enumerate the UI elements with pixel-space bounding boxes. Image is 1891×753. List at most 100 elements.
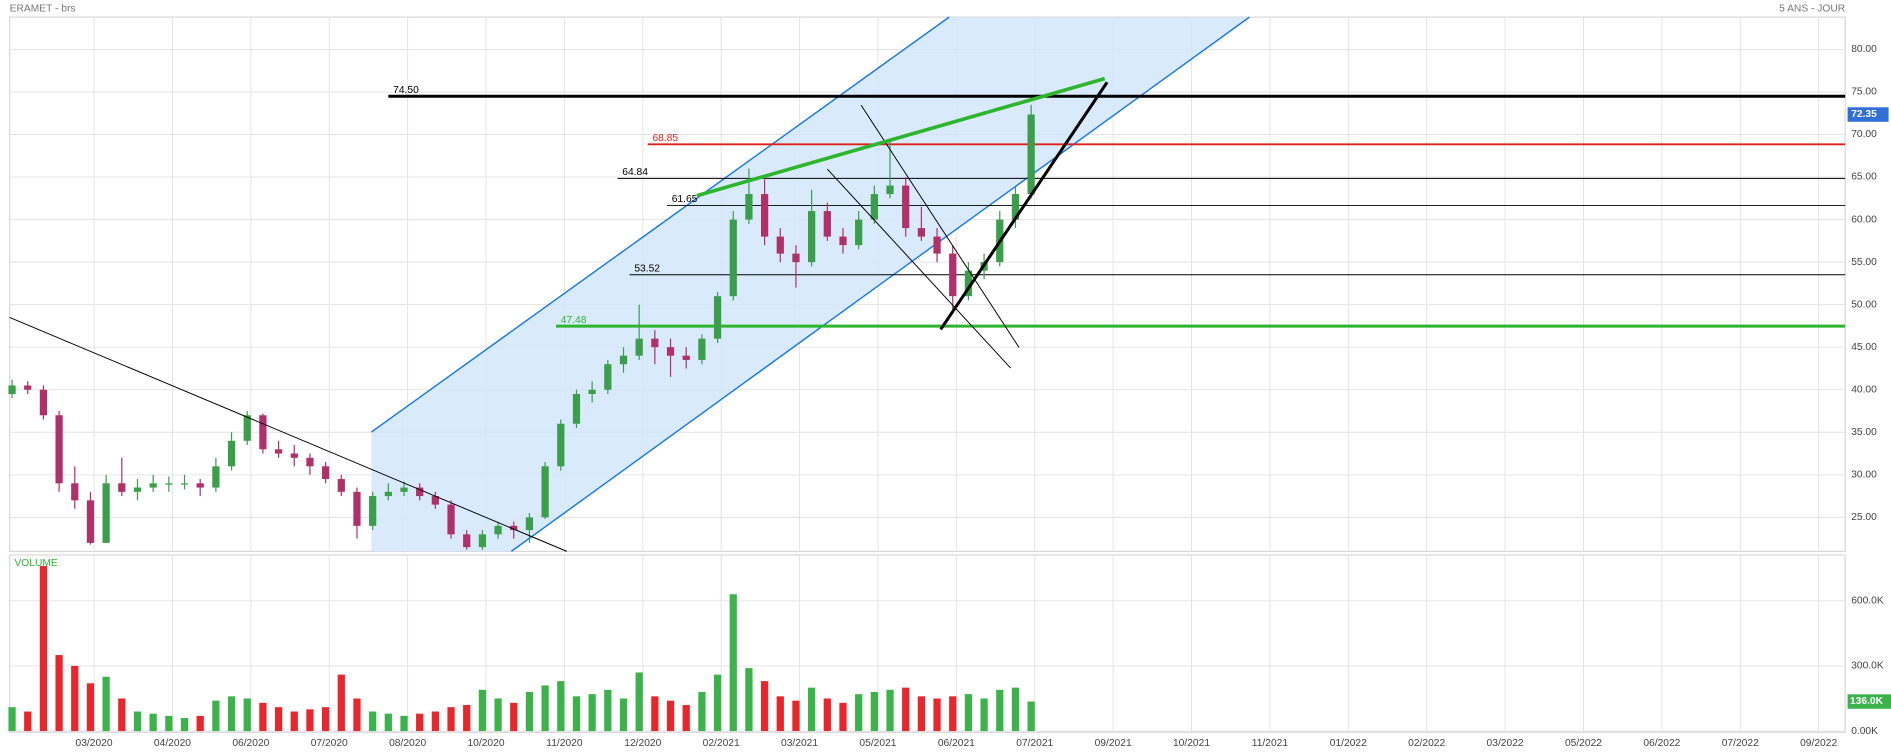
level-label: 47.48 — [561, 315, 587, 326]
trend-line — [939, 81, 1109, 331]
trend-line — [9, 316, 568, 552]
volume-bar — [494, 698, 502, 732]
candle-body — [384, 491, 392, 497]
volume-bar — [996, 689, 1004, 732]
candle-body — [306, 457, 314, 467]
x-tick-label: 02/2022 — [1408, 738, 1445, 749]
volume-bar — [102, 676, 110, 732]
volume-bar — [964, 694, 973, 732]
volume-bar — [478, 689, 487, 732]
volume-bar — [588, 694, 596, 732]
price-badge-label: 72.35 — [1851, 109, 1877, 120]
volume-bar — [24, 711, 32, 732]
candle-body — [86, 500, 95, 543]
candle-body — [416, 487, 424, 497]
x-tick-label: 07/2021 — [1016, 738, 1053, 749]
y-tick-label: 55.00 — [1851, 257, 1877, 268]
volume-bar — [823, 698, 831, 732]
candle-body — [494, 525, 502, 535]
y-tick-label: 0.00K — [1851, 726, 1878, 737]
volume-bar — [71, 665, 79, 732]
y-tick-label: 80.00 — [1851, 44, 1877, 55]
candle-body — [196, 483, 204, 488]
candle-body — [102, 483, 110, 543]
level-label: 61.65 — [672, 194, 698, 205]
x-tick-label: 10/2021 — [1173, 738, 1210, 749]
candle-body — [839, 236, 847, 246]
x-tick-label: 03/2022 — [1487, 738, 1524, 749]
candle-body — [949, 253, 957, 297]
trend-line — [696, 76, 1106, 198]
chart-title: ERAMET - brs — [10, 3, 76, 14]
y-tick-label: 30.00 — [1851, 470, 1877, 481]
candle-body — [682, 355, 690, 360]
volume-bar — [745, 668, 753, 732]
price-badge — [1847, 107, 1889, 122]
candle-body — [180, 483, 189, 485]
candle-body — [463, 534, 471, 548]
candle-body — [322, 466, 330, 480]
volume-bar — [917, 696, 925, 732]
volume-bar — [416, 713, 424, 732]
volume-bar — [949, 696, 957, 732]
candle-body — [337, 479, 345, 492]
candle-body — [557, 423, 565, 467]
candle-body — [24, 385, 32, 390]
x-tick-label: 03/2021 — [781, 738, 818, 749]
candle-body — [604, 364, 612, 390]
volume-bar — [133, 711, 142, 732]
volume-bar — [212, 700, 220, 732]
candle-body — [855, 219, 863, 246]
level-label: 53.52 — [634, 263, 660, 274]
volume-bar — [400, 715, 408, 732]
candle-body — [118, 483, 126, 492]
candle-body — [1011, 194, 1020, 220]
volume-bar — [698, 691, 706, 732]
volume-panel — [9, 554, 1846, 733]
volume-bar — [243, 698, 251, 732]
level-label: 74.50 — [393, 85, 419, 96]
candle-body — [274, 449, 283, 454]
candle-body — [964, 270, 973, 297]
candle-body — [400, 487, 408, 492]
volume-bar — [557, 681, 565, 732]
x-tick-label: 11/2021 — [1252, 738, 1289, 749]
y-tick-label: 600.0K — [1851, 596, 1884, 607]
candle-body — [651, 338, 659, 348]
y-tick-label: 70.00 — [1851, 129, 1877, 140]
y-tick-label: 45.00 — [1851, 342, 1877, 353]
volume-bar — [713, 674, 722, 732]
channel-line — [371, 16, 950, 433]
candle-body — [8, 385, 16, 394]
volume-bar — [604, 689, 612, 732]
candle-body — [713, 296, 722, 339]
x-tick-label: 06/2021 — [938, 738, 975, 749]
candle-body — [39, 389, 48, 416]
volume-bar — [353, 698, 361, 732]
volume-bar — [447, 707, 455, 732]
candle-body — [227, 440, 236, 467]
x-tick-label: 07/2022 — [1722, 738, 1759, 749]
x-tick-label: 09/2021 — [1095, 738, 1132, 749]
candle-body — [290, 453, 298, 458]
y-tick-label: 25.00 — [1851, 512, 1877, 523]
volume-bar — [666, 700, 675, 732]
candle-body — [541, 466, 549, 518]
x-tick-label: 06/2020 — [232, 738, 269, 749]
y-tick-label: 40.00 — [1851, 384, 1877, 395]
level-label: 68.85 — [652, 133, 678, 144]
volume-bar — [196, 715, 204, 732]
volume-bar — [322, 707, 330, 732]
candle-body — [870, 194, 878, 220]
y-tick-label: 35.00 — [1851, 427, 1877, 438]
x-tick-label: 09/2022 — [1800, 738, 1837, 749]
volume-bar — [635, 672, 643, 732]
x-tick-label: 02/2021 — [703, 738, 740, 749]
candle-body — [55, 415, 63, 484]
volume-bar — [839, 702, 847, 732]
volume-bar — [776, 696, 784, 732]
candle-body — [635, 338, 643, 356]
volume-bar — [165, 715, 173, 732]
